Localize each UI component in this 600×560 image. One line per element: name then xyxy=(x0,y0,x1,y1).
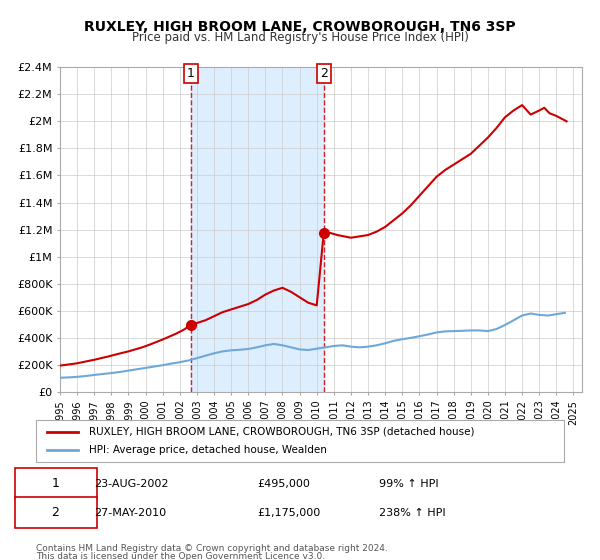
Text: 2: 2 xyxy=(52,506,59,519)
Text: £1,175,000: £1,175,000 xyxy=(258,508,321,518)
Text: 23-AUG-2002: 23-AUG-2002 xyxy=(94,479,169,489)
Text: RUXLEY, HIGH BROOM LANE, CROWBOROUGH, TN6 3SP: RUXLEY, HIGH BROOM LANE, CROWBOROUGH, TN… xyxy=(84,20,516,34)
Text: 1: 1 xyxy=(52,477,59,490)
Text: 1: 1 xyxy=(187,67,195,80)
Text: 2: 2 xyxy=(320,67,328,80)
FancyBboxPatch shape xyxy=(36,420,564,462)
Text: Contains HM Land Registry data © Crown copyright and database right 2024.: Contains HM Land Registry data © Crown c… xyxy=(36,544,388,553)
Text: RUXLEY, HIGH BROOM LANE, CROWBOROUGH, TN6 3SP (detached house): RUXLEY, HIGH BROOM LANE, CROWBOROUGH, TN… xyxy=(89,427,475,437)
Text: 238% ↑ HPI: 238% ↑ HPI xyxy=(379,508,446,518)
Text: This data is licensed under the Open Government Licence v3.0.: This data is licensed under the Open Gov… xyxy=(36,552,325,560)
Text: HPI: Average price, detached house, Wealden: HPI: Average price, detached house, Weal… xyxy=(89,445,326,455)
Text: Price paid vs. HM Land Registry's House Price Index (HPI): Price paid vs. HM Land Registry's House … xyxy=(131,31,469,44)
Text: £495,000: £495,000 xyxy=(258,479,311,489)
Bar xyxy=(191,67,324,392)
Text: 27-MAY-2010: 27-MAY-2010 xyxy=(94,508,166,518)
FancyBboxPatch shape xyxy=(15,497,97,528)
FancyBboxPatch shape xyxy=(15,468,97,499)
Text: 99% ↑ HPI: 99% ↑ HPI xyxy=(379,479,439,489)
